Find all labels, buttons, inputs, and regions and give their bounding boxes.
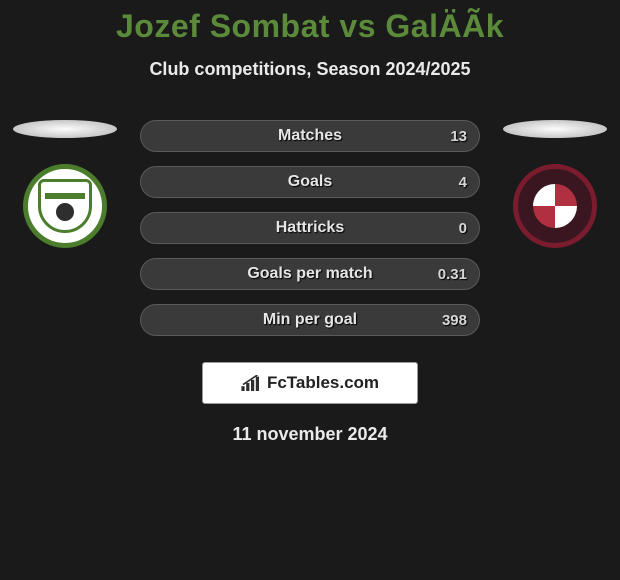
stat-row-hattricks: Hattricks 0 xyxy=(140,212,480,244)
stat-value: 0 xyxy=(459,220,467,237)
page-subtitle: Club competitions, Season 2024/2025 xyxy=(149,59,470,80)
stat-value: 13 xyxy=(450,128,467,145)
page-title: Jozef Sombat vs GalÄÃ­k xyxy=(116,8,504,45)
stat-label: Hattricks xyxy=(276,219,344,237)
stat-row-goals-per-match: Goals per match 0.31 xyxy=(140,258,480,290)
stat-value: 4 xyxy=(459,174,467,191)
date-text: 11 november 2024 xyxy=(232,424,387,445)
left-club-crest xyxy=(23,164,107,248)
stat-row-goals: Goals 4 xyxy=(140,166,480,198)
stat-label: Min per goal xyxy=(263,311,357,329)
stat-label: Matches xyxy=(278,127,342,145)
stat-value: 398 xyxy=(442,312,467,329)
stat-label: Goals per match xyxy=(247,265,372,283)
brand-text: FcTables.com xyxy=(267,373,379,393)
swirl-icon xyxy=(533,184,577,228)
stat-row-matches: Matches 13 xyxy=(140,120,480,152)
stats-list: Matches 13 Goals 4 Hattricks 0 Goals per… xyxy=(140,120,480,336)
right-player-silhouette xyxy=(503,120,607,138)
chart-icon xyxy=(241,375,261,391)
left-player-silhouette xyxy=(13,120,117,138)
stat-row-min-per-goal: Min per goal 398 xyxy=(140,304,480,336)
stat-value: 0.31 xyxy=(438,266,467,283)
brand-link[interactable]: FcTables.com xyxy=(202,362,418,404)
comparison-body: Matches 13 Goals 4 Hattricks 0 Goals per… xyxy=(0,120,620,336)
stat-label: Goals xyxy=(288,173,332,191)
right-side xyxy=(500,120,610,248)
page-container: Jozef Sombat vs GalÄÃ­k Club competition… xyxy=(0,0,620,453)
right-club-crest xyxy=(513,164,597,248)
left-side xyxy=(10,120,120,248)
shield-icon xyxy=(38,179,92,233)
